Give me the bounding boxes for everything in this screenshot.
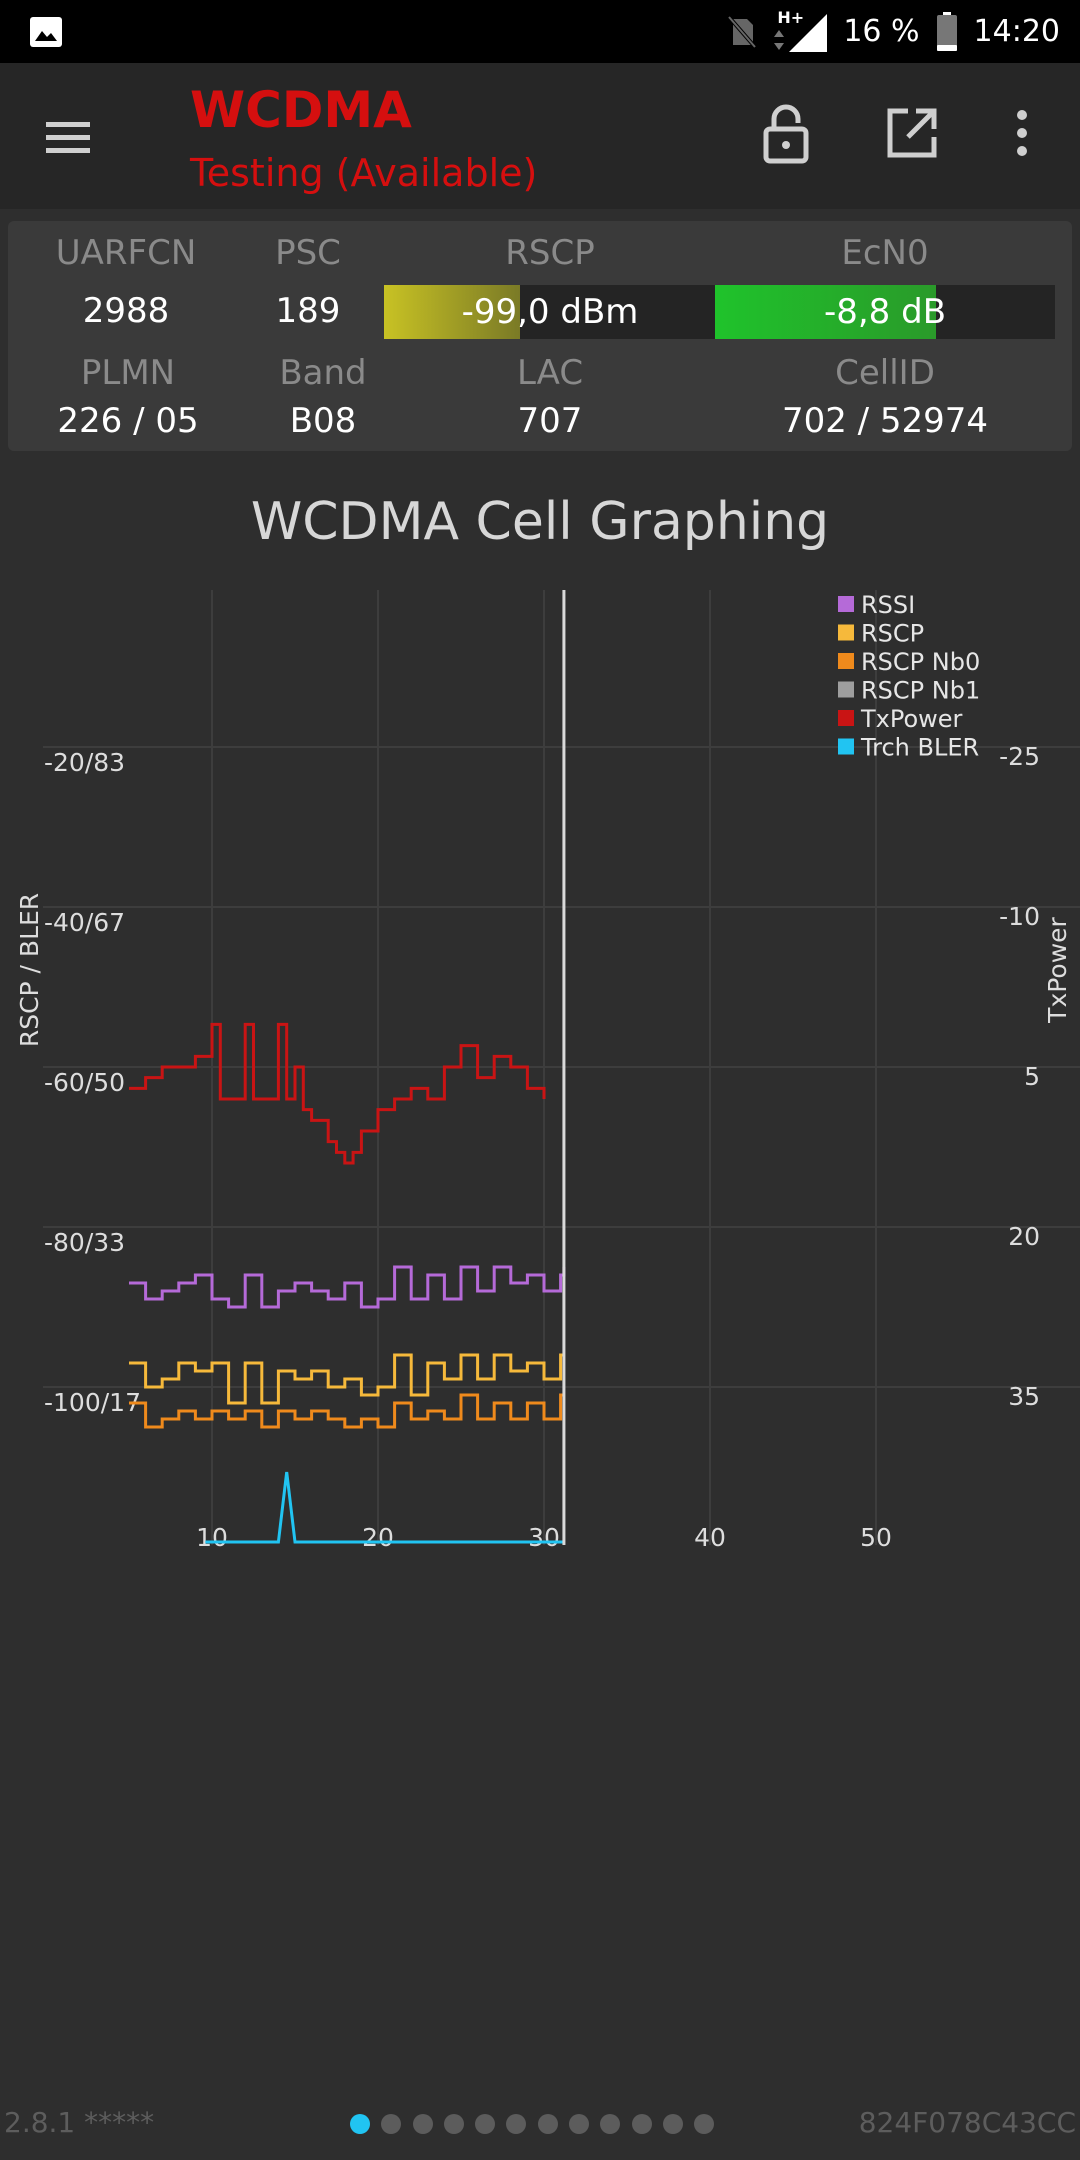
data-arrows-icon bbox=[774, 29, 785, 50]
legend-swatch bbox=[838, 624, 854, 641]
page-dot[interactable] bbox=[694, 2114, 715, 2134]
y-right-tick-label: -25 bbox=[999, 742, 1040, 771]
gallery-icon bbox=[30, 17, 62, 47]
series-rscp-nb0 bbox=[129, 1393, 564, 1429]
legend-swatch bbox=[838, 596, 854, 612]
psc-label: PSC bbox=[275, 233, 341, 273]
status-bar: H+ 16 % 14:20 bbox=[0, 0, 1080, 63]
legend-entry: RSCP bbox=[861, 620, 924, 648]
more-vert-icon[interactable] bbox=[990, 101, 1054, 165]
band-value: B08 bbox=[289, 401, 357, 441]
x-tick-label: 20 bbox=[362, 1523, 394, 1552]
y-left-tick-label: -20/83 bbox=[44, 748, 125, 777]
version-label: 2.8.1 ***** bbox=[4, 2106, 155, 2139]
cellid-value: 702 / 52974 bbox=[781, 401, 989, 441]
battery-percent: 16 % bbox=[843, 14, 920, 49]
page-dot[interactable] bbox=[631, 2114, 652, 2134]
ecn0-value: -8,8 dB bbox=[823, 292, 947, 332]
device-id: 824F078C43CC bbox=[858, 2106, 1076, 2139]
page-dot[interactable] bbox=[600, 2114, 621, 2134]
app-title: WCDMA bbox=[190, 81, 412, 139]
band-label: Band bbox=[279, 353, 367, 393]
series-txpower bbox=[129, 1022, 546, 1165]
legend-entry: Trch BLER bbox=[860, 734, 979, 762]
y-left-tick-label: -60/50 bbox=[44, 1068, 125, 1097]
y-left-tick-label: -100/17 bbox=[44, 1388, 141, 1417]
y-right-axis-label: TxPower bbox=[1043, 916, 1072, 1023]
legend-swatch bbox=[838, 681, 854, 698]
legend-swatch bbox=[838, 738, 854, 755]
y-right-tick-label: 35 bbox=[1008, 1382, 1040, 1411]
legend-entry: RSSI bbox=[861, 591, 915, 619]
x-tick-label: 50 bbox=[860, 1523, 892, 1552]
x-tick-label: 30 bbox=[528, 1523, 560, 1552]
app-subtitle: Testing (Available) bbox=[190, 151, 538, 195]
uarfcn-label: UARFCN bbox=[55, 233, 197, 273]
legend-entry: TxPower bbox=[860, 705, 963, 733]
y-left-tick-label: -40/67 bbox=[44, 908, 125, 937]
plmn-label: PLMN bbox=[80, 353, 176, 393]
rscp-label: RSCP bbox=[505, 233, 595, 273]
page-dot[interactable] bbox=[412, 2114, 433, 2134]
page-indicator[interactable] bbox=[350, 2114, 726, 2134]
menu-icon[interactable] bbox=[40, 109, 96, 165]
page-dot[interactable] bbox=[506, 2114, 527, 2134]
plmn-value: 226 / 05 bbox=[57, 401, 199, 441]
cellid-label: CellID bbox=[835, 353, 935, 393]
x-tick-label: 10 bbox=[196, 1523, 228, 1552]
y-left-tick-label: -80/33 bbox=[44, 1228, 125, 1257]
lock-open-icon[interactable] bbox=[754, 101, 818, 165]
psc-value: 189 bbox=[275, 291, 341, 331]
uarfcn-value: 2988 bbox=[82, 291, 170, 331]
page-dot[interactable] bbox=[475, 2114, 496, 2134]
y-right-tick-label: -10 bbox=[999, 902, 1040, 931]
series-trch-bler bbox=[205, 1471, 564, 1544]
y-right-tick-label: 20 bbox=[1008, 1222, 1040, 1251]
legend-swatch bbox=[838, 710, 854, 726]
cell-graph[interactable]: 10 20 30 40 50 -20/83 -40/67 -60/50 -80/33 -100/1… bbox=[0, 570, 1080, 1570]
legend-swatch bbox=[838, 653, 854, 669]
clock: 14:20 bbox=[973, 14, 1060, 49]
rscp-value: -99,0 dBm bbox=[461, 292, 639, 332]
graph-title: WCDMA Cell Graphing bbox=[250, 492, 830, 552]
page-dot[interactable] bbox=[381, 2114, 402, 2134]
page-dot[interactable] bbox=[569, 2114, 590, 2134]
open-external-icon[interactable] bbox=[880, 101, 944, 165]
page-dot[interactable] bbox=[350, 2114, 370, 2134]
y-right-tick-label: 5 bbox=[1024, 1062, 1040, 1091]
series-rscp bbox=[129, 1353, 564, 1405]
no-sim-icon bbox=[727, 15, 757, 48]
rscp-meter: -99,0 dBm bbox=[384, 285, 716, 339]
lac-value: 707 bbox=[517, 401, 583, 441]
page-dot[interactable] bbox=[443, 2114, 464, 2134]
cell-info-panel: UARFCN 2988 PSC 189 RSCP -99,0 dBm EcN0 … bbox=[8, 221, 1072, 451]
ecn0-label: EcN0 bbox=[841, 233, 929, 273]
ecn0-meter-fill bbox=[715, 285, 936, 339]
rscp-meter-fill bbox=[384, 285, 521, 339]
legend-entry: RSCP Nb1 bbox=[861, 677, 980, 705]
y-left-axis-label: RSCP / BLER bbox=[15, 893, 44, 1047]
ecn0-meter: -8,8 dB bbox=[715, 285, 1055, 339]
mobile-signal: H+ bbox=[773, 8, 828, 52]
series-rssi bbox=[129, 1265, 566, 1309]
lac-label: LAC bbox=[516, 353, 584, 393]
signal-icon bbox=[789, 13, 828, 52]
legend-entry: RSCP Nb0 bbox=[861, 648, 980, 676]
page-dot[interactable] bbox=[662, 2114, 683, 2134]
network-type-label: H+ bbox=[777, 7, 805, 27]
x-tick-label: 40 bbox=[694, 1523, 726, 1552]
app-bar: WCDMA Testing (Available) bbox=[0, 63, 1080, 209]
battery-icon bbox=[936, 11, 957, 51]
page-dot[interactable] bbox=[537, 2114, 558, 2134]
